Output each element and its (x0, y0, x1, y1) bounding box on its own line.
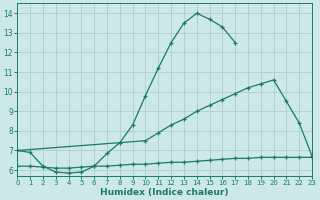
X-axis label: Humidex (Indice chaleur): Humidex (Indice chaleur) (100, 188, 229, 197)
